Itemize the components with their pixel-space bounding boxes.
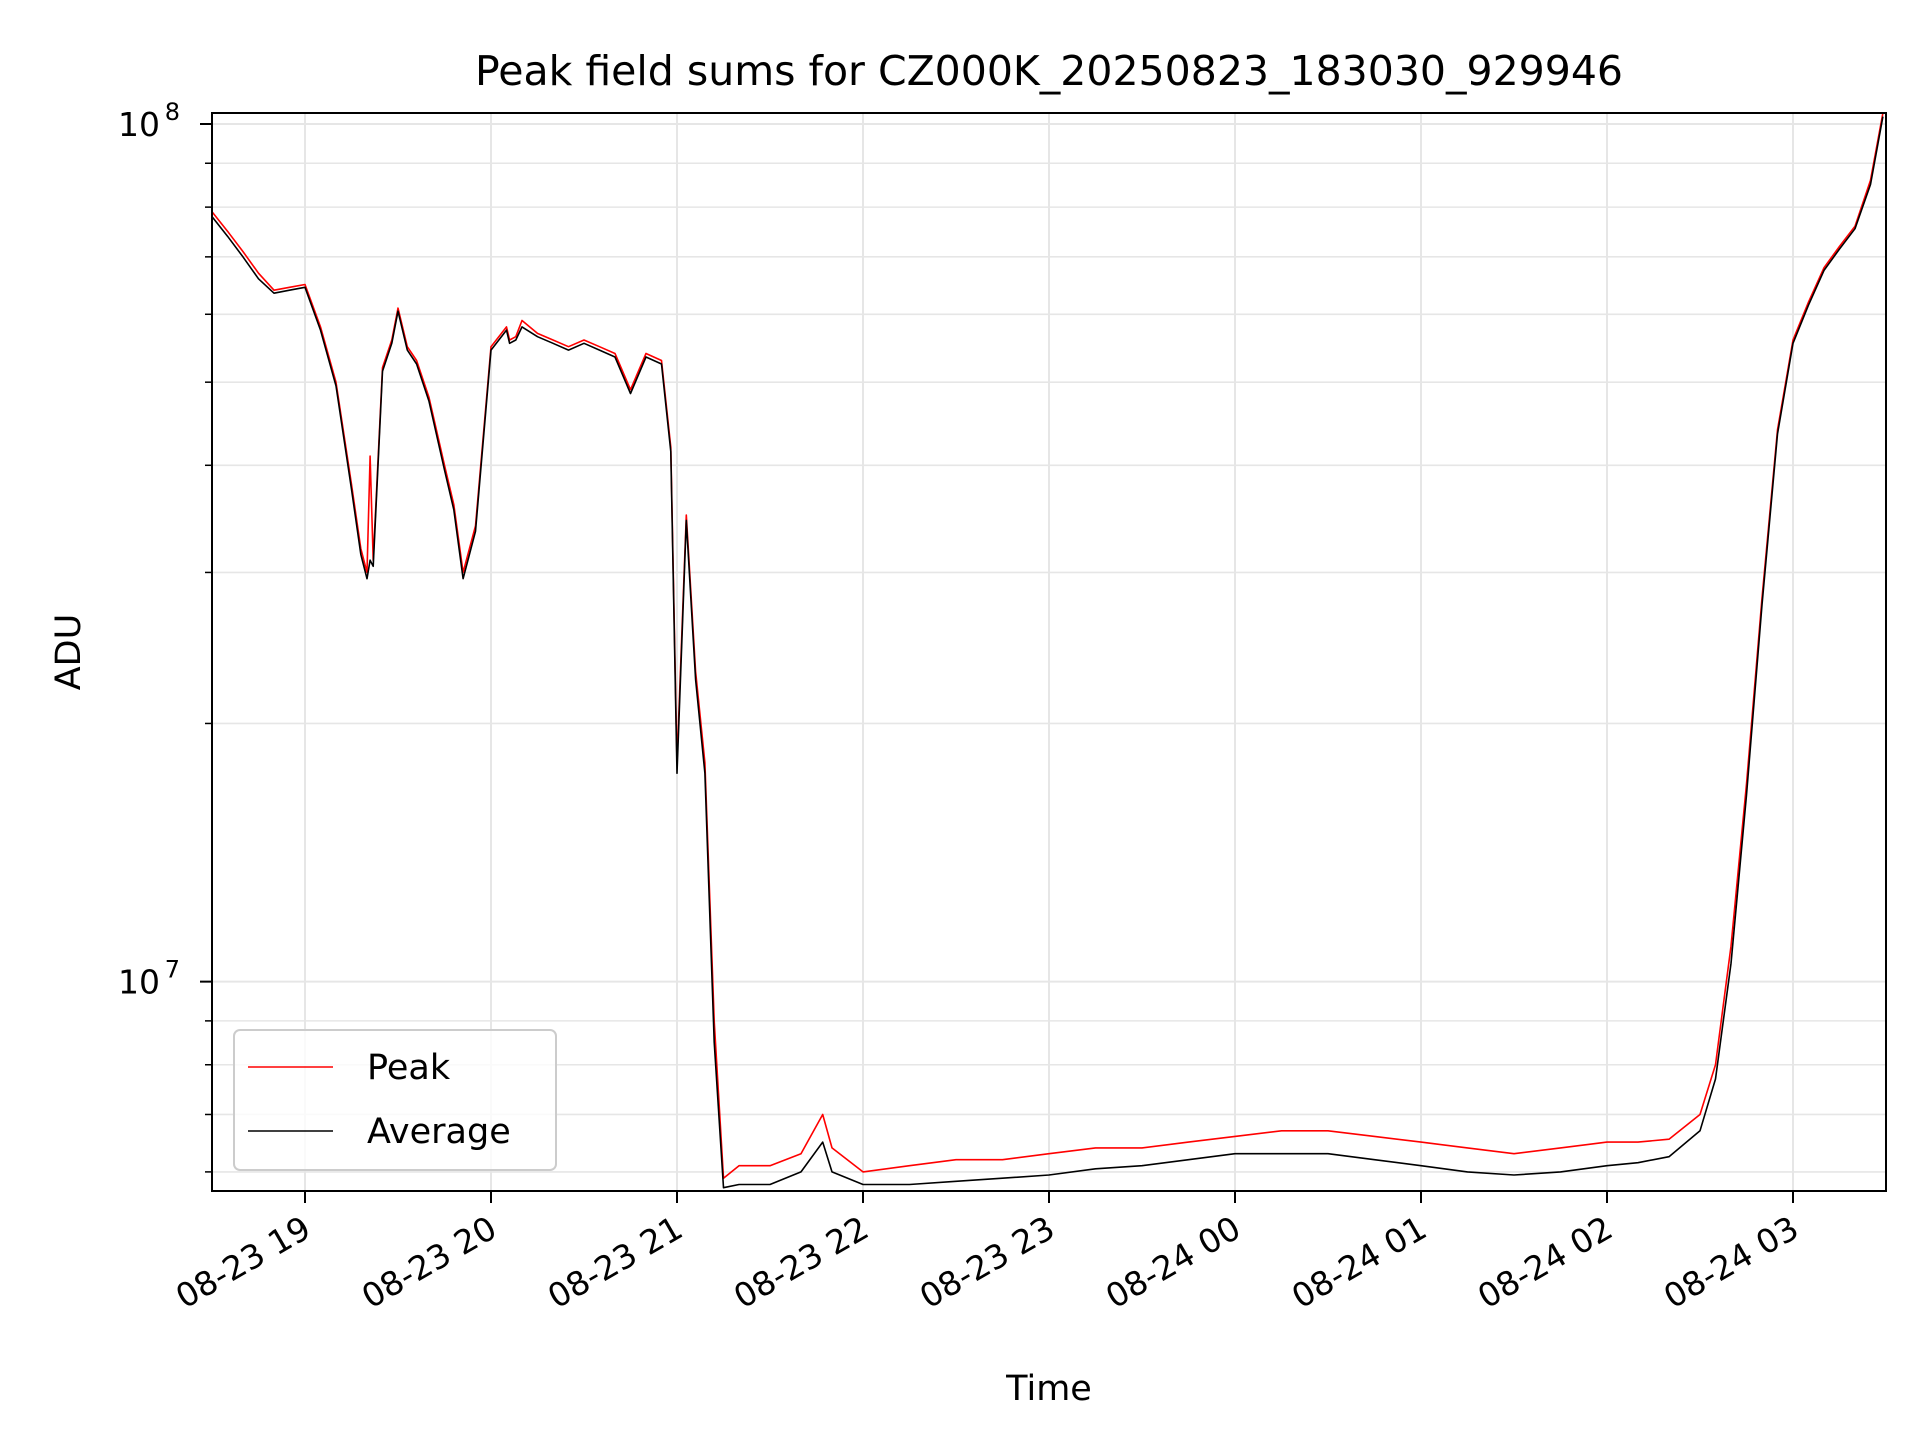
y-tick-label-base: 10	[118, 963, 160, 1002]
x-axis-label: Time	[1005, 1369, 1092, 1409]
series-line-average	[211, 116, 1884, 1189]
legend-label-average: Average	[367, 1112, 511, 1152]
y-tick-label: 10	[118, 105, 160, 144]
y-tick-label: 10	[118, 963, 160, 1002]
legend-box	[233, 1029, 557, 1171]
y-tick-label-base: 10	[118, 105, 160, 144]
legend: Peak Average	[233, 1029, 557, 1171]
y-tick-label-exponent: 8	[165, 98, 180, 126]
y-axis-label: ADU	[49, 614, 89, 691]
y-tick-label-exponent: 7	[165, 956, 180, 984]
legend-label-peak: Peak	[367, 1048, 451, 1088]
chart-title: Peak field sums for CZ000K_20250823_1830…	[475, 47, 1623, 95]
series-layer	[211, 112, 1884, 1189]
grid	[212, 113, 1886, 1191]
